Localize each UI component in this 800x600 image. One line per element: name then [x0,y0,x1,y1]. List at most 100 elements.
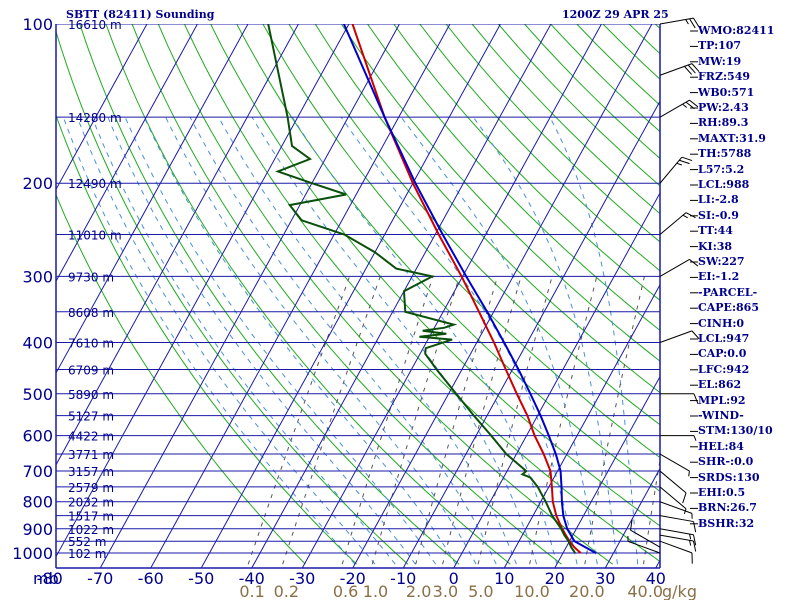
index-value: CINH:0 [698,316,745,330]
index-value: WB0:571 [698,85,755,99]
y-axis-unit-label: mb [33,569,59,588]
wind-barb [659,470,687,504]
dry-adiabat [314,24,660,394]
index-value: KI:38 [698,239,733,253]
index-value: BSHR:32 [698,516,755,530]
mixing-ratio-label: 40.0 [627,582,663,600]
height-label: 5127 m [68,410,114,424]
moist-adiabat [143,116,457,565]
temperature-tick-label: 20 [545,569,565,588]
isotherm [554,375,660,568]
mixing-ratio-label: 2.0 [406,582,431,600]
mixing-ratio-line [529,276,598,565]
wind-barb [659,258,699,277]
index-value: WMO:82411 [698,24,775,37]
pressure-tick-label: 1000 [12,544,53,563]
mixing-ratio-line [415,276,499,565]
pressure-tick-label: 400 [22,333,53,352]
wind-barb [627,535,661,554]
plot-border [55,24,661,569]
mixing-ratio-unit-label: g/kg [662,582,697,600]
index-value: SW:227 [698,255,745,268]
profile-line-3 [342,24,597,554]
height-label: 9730 m [68,270,114,284]
index-value: SI:-0.9 [698,208,739,222]
mixing-ratio-line [643,457,660,565]
mixing-ratio-label: 20.0 [569,582,605,600]
index-value: RH:89.3 [698,116,749,130]
height-label: 7610 m [68,336,114,350]
mixing-ratio-label: 10.0 [514,582,550,600]
dry-adiabat [550,24,660,133]
wind-barb [659,99,699,118]
temperature-tick-label: 40 [646,569,666,588]
wind-barb [630,519,661,548]
index-value: EHI:0.5 [698,486,746,499]
mixing-ratio-line [584,276,645,565]
index-value: L57:5.2 [698,162,745,176]
mixing-ratio-label: 3.0 [433,582,458,600]
wind-barb [659,453,690,477]
wind-barb [659,534,697,552]
index-value: EL:862 [698,378,742,392]
height-label: 102 m [68,547,106,561]
mixing-ratio-line [247,276,351,565]
wind-barb [659,330,700,343]
mixing-ratio-label: 0.6 [333,582,358,600]
dry-adiabat [236,24,660,493]
moist-adiabat [107,117,416,565]
temperature-tick-label: -60 [138,569,164,588]
height-label: 1517 m [68,510,114,524]
dry-adiabat [157,24,613,565]
isotherm [402,100,660,568]
dry-adiabat [105,24,511,565]
isotherm [56,24,249,375]
height-label: 552 m [68,535,106,549]
height-label: 4422 m [68,430,114,444]
index-value: STM:130/10 [698,424,773,438]
pressure-tick-label: 600 [22,427,53,446]
moist-adiabat [124,116,437,565]
index-value: MW:19 [698,54,742,68]
wind-barb [659,486,687,515]
height-label: 8608 m [68,306,114,320]
index-value: MPL:92 [698,393,746,407]
index-value: -PARCEL- [698,285,758,299]
temperature-tick-label: -10 [390,569,416,588]
moist-adiabat [291,116,558,565]
isotherm [503,283,660,568]
height-label: 3157 m [68,465,114,479]
pressure-tick-label: 800 [22,493,53,512]
isotherm [56,24,198,283]
dry-adiabat [183,24,660,563]
index-value: HEL:84 [698,439,744,453]
index-value: TT:44 [698,224,733,238]
mixing-ratio-label: 5.0 [468,582,493,600]
dry-adiabat [340,24,660,362]
height-label: 3771 m [68,448,114,462]
index-value: PW:2.43 [698,101,749,114]
moist-adiabat [165,116,477,565]
height-label: 5890 m [68,388,114,402]
index-value: CAPE:865 [698,301,759,315]
temperature-tick-label: -20 [340,569,366,588]
wind-barb [659,540,693,564]
dry-adiabat [79,24,460,565]
isotherm [56,24,148,191]
temperature-tick-label: 10 [494,569,514,588]
wind-barb [659,17,700,29]
index-value: MAXT:31.9 [698,131,766,145]
mixing-ratio-line [371,276,460,565]
isotherm [56,24,350,558]
wind-barb [659,63,700,76]
dry-adiabat [419,24,660,272]
index-value: LI:-2.8 [698,193,739,207]
index-value: BRN:26.7 [698,501,757,515]
temperature-tick-label: -80 [37,569,63,588]
dry-adiabat [56,114,357,565]
dry-adiabat [288,24,660,426]
temperature-tick-label: -40 [239,569,265,588]
index-value: LCL:988 [698,178,750,191]
